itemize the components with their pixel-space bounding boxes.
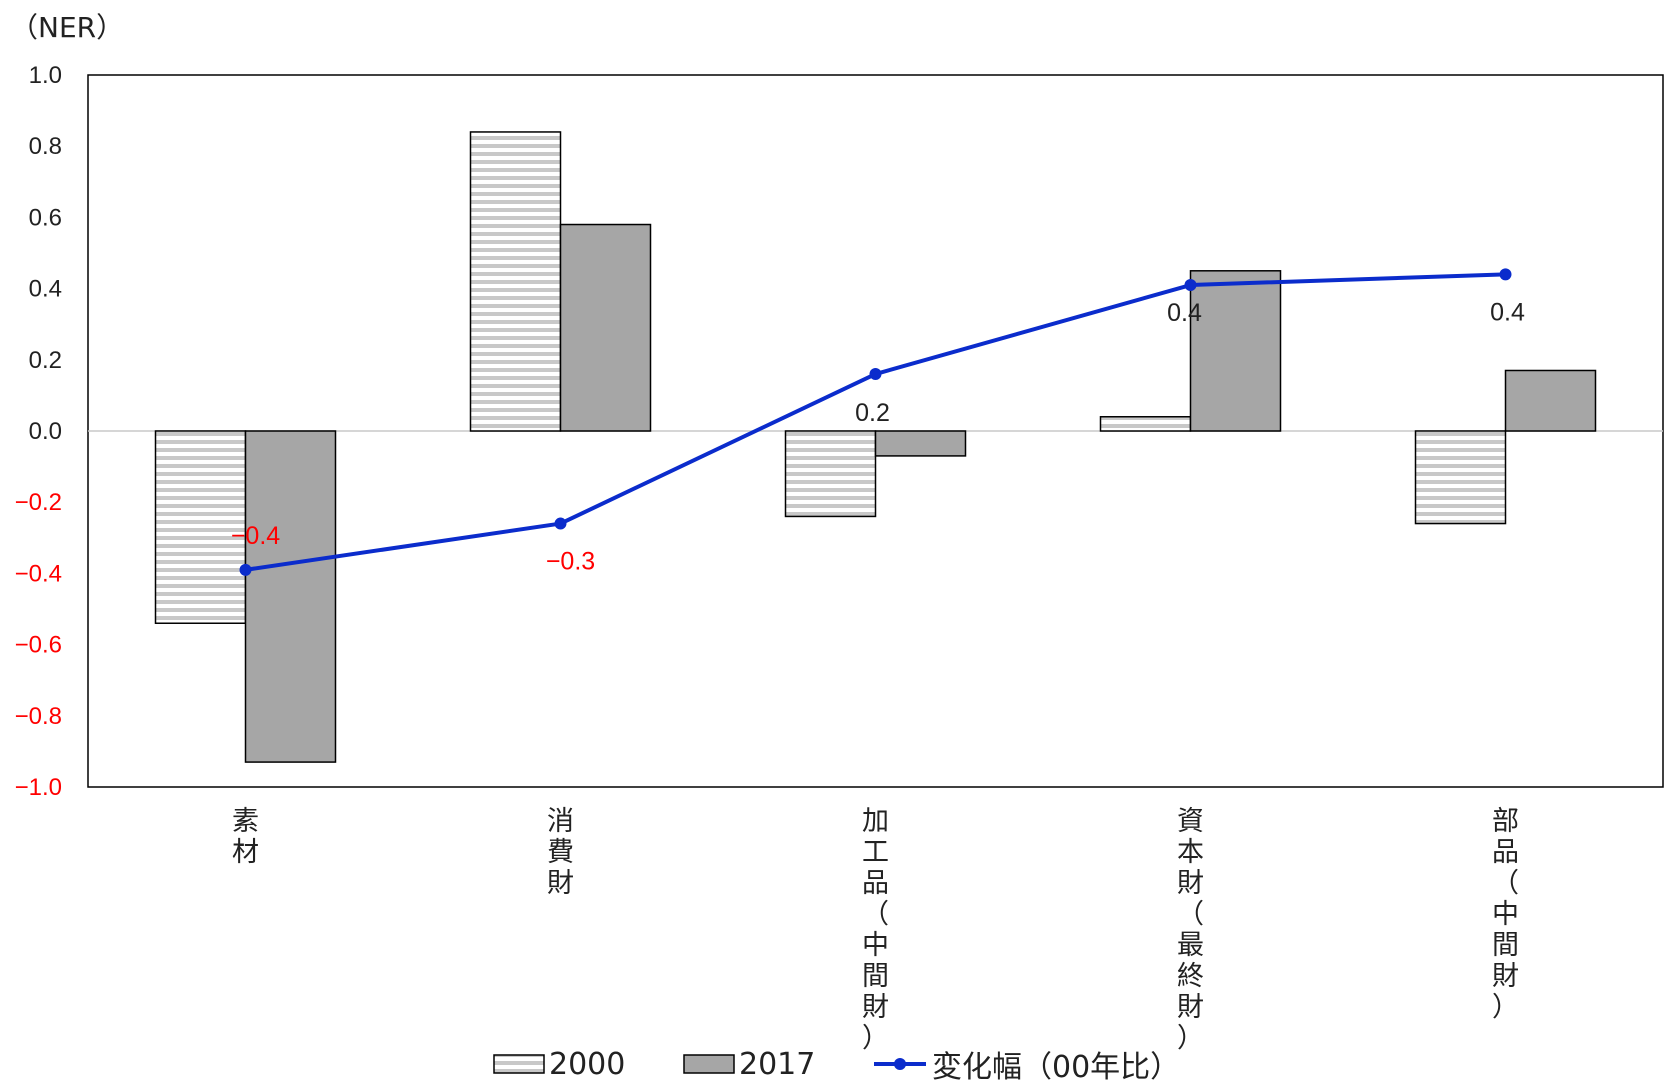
bar-2000	[784, 430, 877, 518]
legend-item-change: 変化幅（00年比）	[872, 1044, 1181, 1085]
category-char: 素	[232, 806, 259, 837]
category-label: 資本財（最終財）	[1177, 806, 1204, 1054]
unit-label: （NER）	[10, 11, 125, 44]
category-char: 加	[862, 806, 889, 837]
legend-label-2000: 2000	[549, 1046, 626, 1082]
change-point	[1184, 279, 1197, 292]
legend-item-2000: 2000	[493, 1044, 625, 1084]
y-tick-label: 0.2	[29, 347, 62, 374]
legend-swatch-2000	[493, 1054, 545, 1074]
category-char: 工	[862, 837, 889, 868]
legend-label-2017: 2017	[739, 1046, 816, 1082]
change-data-label: −0.3	[546, 548, 595, 576]
category-char: 品	[862, 868, 889, 899]
y-tick-label: −0.2	[15, 489, 62, 516]
y-tick-label: 0.0	[29, 418, 62, 445]
y-tick-label: 0.8	[29, 133, 62, 160]
bar-2000	[469, 131, 562, 432]
legend-swatch-2017	[683, 1054, 735, 1074]
bar-2017	[874, 430, 967, 457]
category-char: （	[862, 899, 889, 930]
category-char: 財	[547, 868, 574, 899]
category-char: 本	[1177, 837, 1204, 868]
change-data-label: −0.4	[231, 522, 280, 550]
category-label: 消費財	[547, 806, 574, 899]
y-tick-label: −1.0	[15, 774, 62, 801]
y-tick-label: 0.6	[29, 204, 62, 231]
category-char: 財	[1177, 868, 1204, 899]
y-tick-label: −0.4	[15, 560, 62, 587]
category-char: ）	[1177, 1023, 1204, 1054]
change-data-label: 0.4	[1490, 298, 1525, 326]
category-char: 最	[1177, 930, 1204, 961]
change-point	[554, 517, 567, 530]
category-char: 終	[1177, 961, 1204, 992]
y-tick-label: 1.0	[29, 62, 62, 89]
category-label: 素材	[232, 806, 259, 868]
change-point	[1499, 268, 1512, 281]
category-char: 品	[1492, 837, 1519, 868]
bar-2000	[1099, 416, 1192, 432]
category-char: 資	[1177, 806, 1204, 837]
category-char: 費	[547, 837, 574, 868]
change-data-label: 0.2	[855, 399, 890, 427]
change-data-label: 0.4	[1167, 299, 1202, 327]
bar-2017	[559, 223, 652, 432]
y-tick-label: −0.8	[15, 703, 62, 730]
y-tick-label: −0.6	[15, 632, 62, 659]
category-char: 材	[232, 837, 259, 868]
category-char: 消	[547, 806, 574, 837]
category-char: 財	[862, 992, 889, 1023]
category-char: 中	[1492, 899, 1519, 930]
category-char: 中	[862, 930, 889, 961]
category-char: ）	[862, 1023, 889, 1054]
category-char: 間	[862, 961, 889, 992]
bar-2017	[1189, 270, 1282, 432]
change-point	[869, 368, 882, 381]
category-label: 加工品（中間財）	[862, 806, 889, 1054]
legend-item-2017: 2017	[683, 1044, 815, 1084]
legend-label-change: 変化幅（00年比）	[932, 1050, 1181, 1085]
y-tick-label: 0.4	[29, 276, 62, 303]
legend: 2000 2017 変化幅（00年比）	[0, 1044, 1665, 1085]
bar-2017	[244, 430, 337, 763]
bar-2000	[1414, 430, 1507, 525]
category-label: 部品（中間財）	[1492, 806, 1519, 1023]
change-point	[239, 563, 252, 576]
category-char: 財	[1492, 961, 1519, 992]
category-char: ）	[1492, 992, 1519, 1023]
category-char: 部	[1492, 806, 1519, 837]
category-char: 財	[1177, 992, 1204, 1023]
category-char: （	[1492, 868, 1519, 899]
bar-2000	[154, 430, 247, 624]
legend-swatch-change	[874, 1058, 926, 1070]
category-char: （	[1177, 899, 1204, 930]
category-char: 間	[1492, 930, 1519, 961]
bar-2017	[1504, 369, 1597, 432]
